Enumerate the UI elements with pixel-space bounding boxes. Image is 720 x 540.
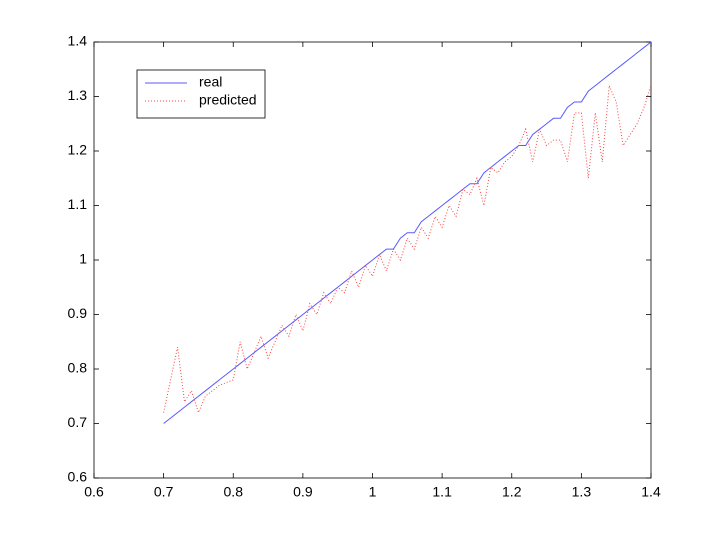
x-tick-label: 1.4 bbox=[641, 484, 661, 500]
legend-box bbox=[136, 69, 266, 119]
y-tick-label: 1.1 bbox=[68, 196, 88, 212]
x-tick-label: 1.2 bbox=[502, 484, 522, 500]
x-tick-label: 1 bbox=[369, 484, 377, 500]
y-tick-label: 1.3 bbox=[68, 87, 88, 103]
y-tick-label: 0.6 bbox=[68, 469, 88, 485]
y-tick-label: 1.4 bbox=[68, 33, 88, 49]
x-tick-label: 0.9 bbox=[293, 484, 313, 500]
legend-label: real bbox=[199, 74, 222, 90]
y-tick-label: 0.8 bbox=[68, 360, 88, 376]
legend-label: predicted bbox=[199, 92, 257, 108]
x-tick-label: 0.7 bbox=[154, 484, 174, 500]
series-line bbox=[163, 85, 652, 415]
series-line bbox=[163, 41, 652, 424]
y-tick-label: 0.9 bbox=[68, 305, 88, 321]
y-tick-label: 1.2 bbox=[68, 142, 88, 158]
y-tick-label: 1 bbox=[79, 251, 87, 267]
x-tick-label: 0.6 bbox=[84, 484, 104, 500]
x-tick-label: 1.3 bbox=[572, 484, 592, 500]
x-tick-label: 0.8 bbox=[224, 484, 244, 500]
x-tick-label: 1.1 bbox=[432, 484, 452, 500]
y-tick-label: 0.7 bbox=[68, 414, 88, 430]
